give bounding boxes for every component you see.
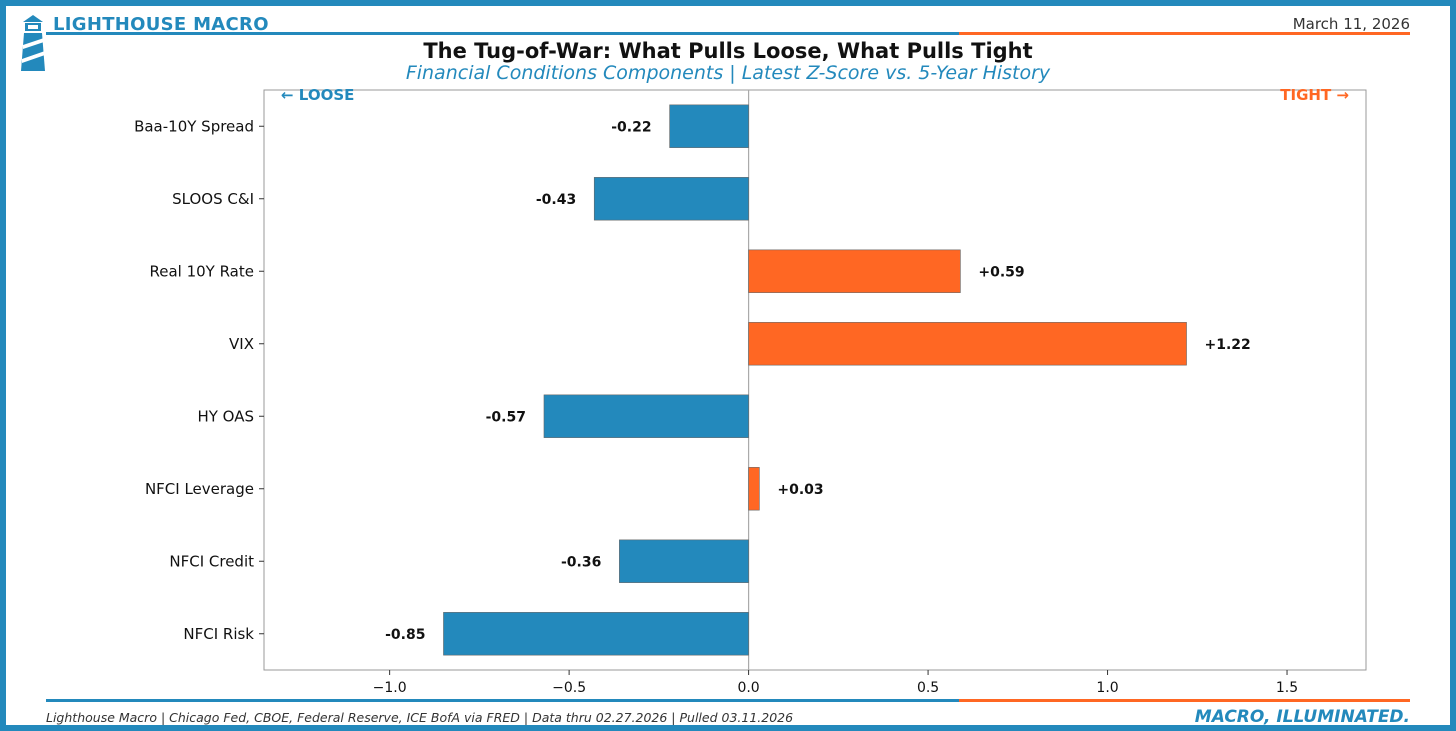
x-tick-label: 1.0 (1096, 680, 1118, 696)
data-label: -0.85 (385, 627, 425, 643)
brand-name: LIGHTHOUSE MACRO (53, 14, 269, 35)
tagline: MACRO, ILLUMINATED. (1194, 707, 1410, 727)
x-tick-label: 0.5 (917, 680, 939, 696)
x-tick-label: −0.5 (552, 680, 586, 696)
header-rule-blue (46, 32, 959, 35)
chart-subtitle: Financial Conditions Components | Latest… (405, 62, 1051, 84)
data-label: -0.36 (561, 554, 601, 570)
bar (593, 177, 749, 221)
data-label: +0.59 (978, 264, 1024, 280)
bar (669, 104, 749, 148)
lighthouse-logo-icon (21, 15, 45, 71)
bar (543, 394, 749, 438)
data-label: +0.03 (777, 482, 823, 498)
report-date: March 11, 2026 (1292, 15, 1410, 33)
y-tick-label: Real 10Y Rate (149, 262, 254, 280)
y-tick-label: HY OAS (197, 407, 254, 425)
x-tick-label: −1.0 (373, 680, 407, 696)
y-tick-label: Baa-10Y Spread (134, 117, 254, 135)
y-tick-label: SLOOS C&I (172, 190, 254, 208)
x-tick-label: 1.5 (1276, 680, 1298, 696)
y-tick-label: NFCI Credit (169, 552, 254, 570)
bar (748, 322, 1187, 366)
plot-frame (263, 89, 1367, 671)
chart-title: The Tug-of-War: What Pulls Loose, What P… (423, 39, 1033, 63)
bar (619, 539, 749, 583)
bar (748, 249, 961, 293)
footer-rule-blue (46, 699, 959, 702)
data-label: -0.22 (611, 119, 651, 135)
x-tick-label: 0.0 (737, 680, 759, 696)
y-tick-label: NFCI Leverage (145, 480, 254, 498)
data-label: -0.43 (536, 192, 576, 208)
y-tick-label: VIX (229, 335, 254, 353)
bar (443, 612, 749, 656)
footer-source: Lighthouse Macro | Chicago Fed, CBOE, Fe… (46, 710, 794, 725)
tight-annotation: TIGHT → (1280, 86, 1349, 104)
data-label: +1.22 (1205, 337, 1251, 353)
loose-annotation: ← LOOSE (281, 86, 354, 104)
bar (748, 467, 760, 511)
footer-rule-orange (959, 699, 1410, 702)
data-label: -0.57 (486, 409, 526, 425)
header-rule-orange (959, 32, 1410, 35)
y-tick-label: NFCI Risk (183, 625, 254, 643)
